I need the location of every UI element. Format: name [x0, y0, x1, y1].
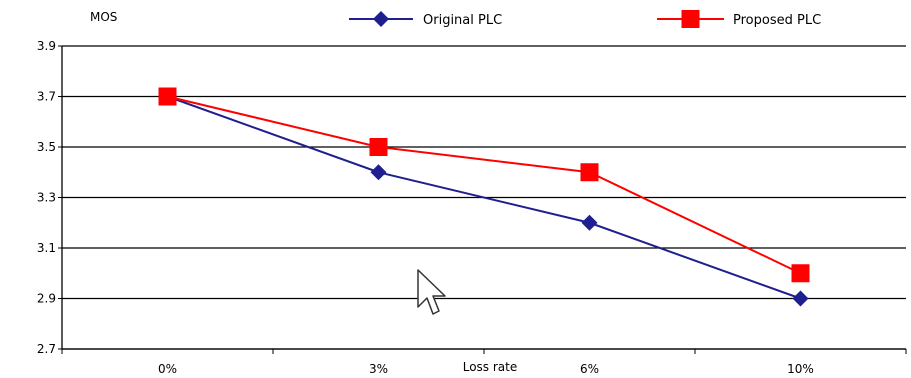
legend-marker — [681, 10, 700, 28]
data-point — [370, 164, 387, 181]
legend-label-original-plc: Original PLC — [423, 13, 502, 28]
x-tick-label: 6% — [580, 362, 599, 376]
legend: Original PLC Proposed PLC — [349, 10, 821, 28]
series-line — [167, 95, 801, 275]
series-proposed-plc — [158, 87, 810, 283]
y-tick-label: 3.1 — [37, 241, 56, 255]
y-tick-labels: 3.9 3.7 3.5 3.3 3.1 2.9 2.7 — [37, 39, 56, 356]
mouse-pointer-icon — [417, 269, 446, 315]
series-line — [167, 95, 801, 300]
series-lines — [158, 87, 810, 307]
x-tick-label: 0% — [158, 362, 177, 376]
x-axis-label: Loss rate — [463, 360, 518, 374]
y-tick-label: 3.7 — [37, 90, 56, 104]
x-tick-label: 10% — [787, 362, 814, 376]
x-tick-label: 3% — [369, 362, 388, 376]
legend-item-original-plc: Original PLC — [349, 11, 502, 28]
data-point — [158, 87, 177, 106]
legend-label-proposed-plc: Proposed PLC — [733, 13, 821, 28]
legend-marker — [373, 11, 389, 27]
y-tick-label: 2.9 — [37, 292, 56, 306]
y-tick-label: 3.3 — [37, 191, 56, 205]
data-point — [369, 138, 388, 156]
legend-item-proposed-plc: Proposed PLC — [657, 10, 821, 28]
y-tick-label: 2.7 — [37, 342, 56, 356]
y-axis-label: MOS — [90, 10, 117, 24]
x-tick-labels: 0% 3% 6% 10% — [158, 362, 814, 376]
data-point — [791, 264, 810, 283]
y-tick-label: 3.5 — [37, 140, 56, 154]
axes — [61, 46, 907, 354]
data-point — [580, 163, 599, 182]
data-point — [581, 214, 598, 231]
data-point — [792, 290, 809, 307]
y-tick-label: 3.9 — [37, 39, 56, 53]
